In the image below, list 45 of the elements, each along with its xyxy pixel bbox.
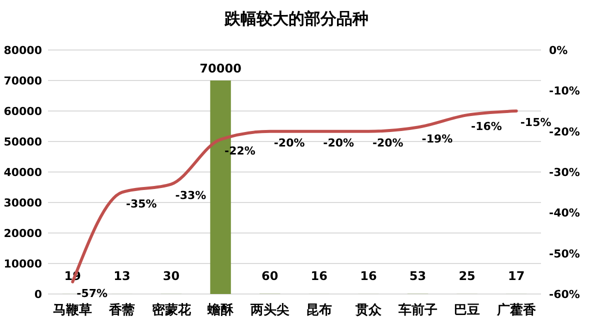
y2-tick-label: -20% (549, 125, 580, 138)
data-label: 13 (114, 269, 130, 283)
data-label: -57% (76, 286, 108, 300)
data-label: -19% (422, 132, 453, 146)
data-label: -33% (175, 189, 206, 202)
data-label: 16 (310, 269, 328, 283)
y-tick-label: 0 (34, 288, 42, 301)
data-label: -20% (274, 136, 305, 150)
data-label: 16 (360, 269, 377, 283)
y2-tick-label: -30% (549, 166, 580, 179)
y-tick-label: 10000 (4, 258, 42, 270)
y-tick-label: 30000 (4, 196, 42, 210)
x-tick-label: 巴豆 (454, 303, 480, 318)
x-tick-label: 蟾酥 (206, 302, 235, 318)
data-label: -15% (520, 116, 552, 129)
y-tick-label: 20000 (4, 227, 42, 240)
data-label: 17 (508, 269, 525, 283)
y-tick-label: 60000 (4, 105, 42, 118)
data-label: 70000 (200, 62, 242, 76)
y2-tick-label: 0% (549, 44, 568, 57)
data-label: 53 (409, 269, 426, 283)
x-tick-label: 密蒙花 (152, 302, 192, 318)
chart-title: 跌幅较大的部分品种 (224, 9, 368, 28)
y2-tick-label: -40% (549, 206, 580, 220)
y-tick-label: 70000 (4, 74, 42, 88)
x-tick-label: 昆布 (306, 303, 332, 318)
x-tick-label: 贯众 (354, 303, 382, 318)
x-tick-label: 马鞭草 (53, 303, 92, 318)
x-tick-label: 车前子 (397, 302, 438, 318)
x-tick-label: 广藿香 (496, 302, 537, 318)
data-label: -20% (372, 136, 404, 150)
y2-tick-label: -60% (549, 288, 580, 301)
y2-tick-label: -10% (549, 84, 580, 98)
x-tick-label: 香薷 (108, 302, 135, 318)
data-label: -35% (126, 197, 157, 210)
data-label: 25 (458, 269, 476, 283)
y2-tick-label: -50% (549, 247, 580, 260)
data-label: 30 (162, 269, 180, 283)
data-label: 60 (262, 269, 278, 283)
data-label: -16% (471, 120, 502, 134)
y-tick-label: 50000 (4, 136, 42, 148)
y-tick-label: 40000 (4, 166, 42, 179)
y-tick-label: 80000 (4, 44, 42, 57)
data-label: -20% (323, 136, 354, 150)
x-tick-label: 两头尖 (249, 303, 290, 318)
